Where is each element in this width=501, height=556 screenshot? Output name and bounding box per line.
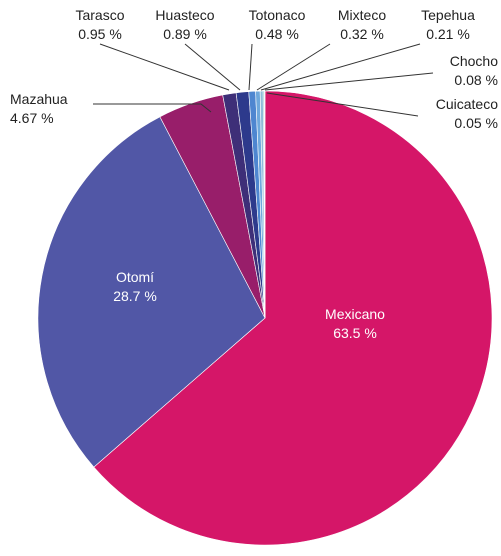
data-label-mexicano: Mexicano 63.5 % [325,306,385,341]
slice-value-label: 63.5 % [333,325,377,341]
slice-name-label: Chocho [450,53,498,69]
data-label-otomi: Otomí 28.7 % [113,269,157,304]
data-label-totonaco: Totonaco 0.48 % [249,7,306,42]
slice-value-label: 0.95 % [78,26,122,42]
slice-value-label: 0.05 % [454,115,498,131]
slice-value-label: 0.48 % [255,26,299,42]
data-label-mazahua: Mazahua 4.67 % [10,91,68,126]
pie-slice-mexicano [93,90,493,546]
slice-name-label: Huasteco [155,7,214,23]
data-label-mixteco: Mixteco 0.32 % [338,7,386,42]
data-label-huasteco: Huasteco 0.89 % [155,7,214,42]
data-label-tepehua: Tepehua 0.21 % [421,7,475,42]
slice-name-label: Cuicateco [436,96,498,112]
slice-name-label: Mixteco [338,7,386,23]
pie-slice-cuicateco [263,90,266,319]
slice-value-label: 0.89 % [163,26,207,42]
leader-line-cuicateco [266,92,419,117]
leader-line-chocho [264,72,434,91]
slice-labels: Mexicano 63.5 % Otomí 28.7 % Mazahua 4.67 % Ta… [10,7,498,341]
leader-line-tepehua [260,43,421,91]
data-label-tarasco: Tarasco 0.95 % [75,7,124,42]
slice-name-label: Mexicano [325,306,385,322]
slice-value-label: 4.67 % [10,110,54,126]
leader-line-mazahua [93,103,212,113]
slice-name-label: Totonaco [249,7,306,23]
slice-value-label: 28.7 % [113,288,157,304]
leader-line-totonaco [248,43,253,91]
pie-slices [37,90,493,546]
leader-line-huasteco [184,43,241,91]
slice-name-label: Otomí [116,269,154,285]
pie-slice-otomi [37,116,266,468]
slice-name-label: Tarasco [75,7,124,23]
leader-line-tarasco [99,43,230,91]
data-label-chocho: Chocho 0.08 % [450,53,498,88]
slice-value-label: 0.21 % [426,26,470,42]
data-label-cuicateco: Cuicateco 0.05 % [436,96,498,131]
leader-line-mixteco [256,43,331,91]
slice-name-label: Mazahua [10,91,68,107]
slice-value-label: 0.32 % [340,26,384,42]
leader-lines [93,43,434,117]
slice-name-label: Tepehua [421,7,475,23]
slice-value-label: 0.08 % [454,72,498,88]
